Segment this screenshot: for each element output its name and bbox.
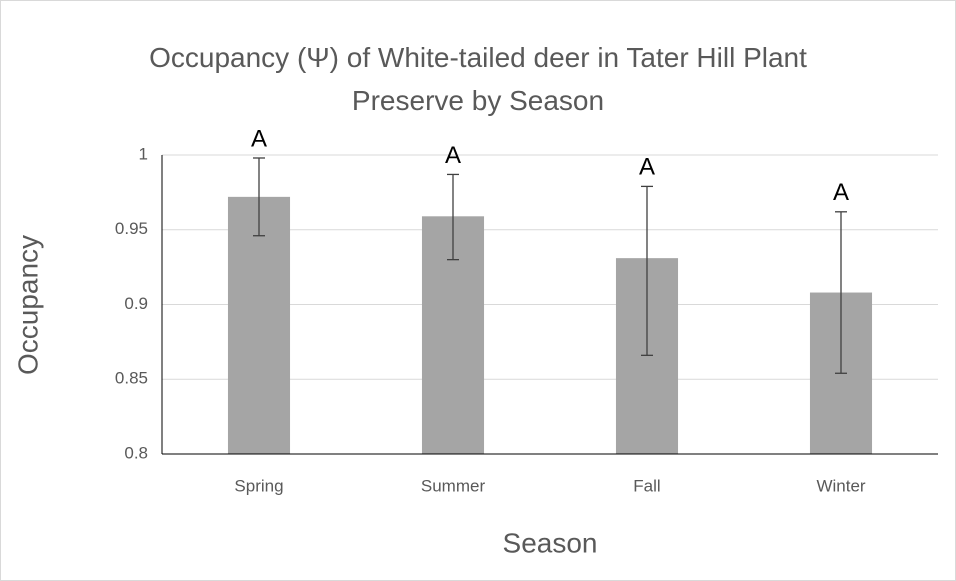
y-tick-label: 0.9 [124, 294, 148, 313]
bar [227, 196, 291, 455]
chart-title: Occupancy (Ψ) of White-tailed deer in Ta… [149, 42, 807, 116]
x-axis-label: Season [503, 527, 598, 558]
y-tick-label: 1 [139, 144, 148, 163]
y-tick-label: 0.85 [115, 369, 148, 388]
x-tick-label: Fall [633, 476, 660, 495]
y-axis-label: Occupancy [12, 235, 43, 375]
x-tick-label: Winter [816, 476, 865, 495]
annotation: A [251, 125, 267, 152]
x-tick-label: Spring [234, 476, 283, 495]
annotation: A [445, 142, 461, 169]
y-tick-label: 0.8 [124, 443, 148, 462]
annotation: A [639, 154, 655, 181]
annotation: A [833, 179, 849, 206]
x-tick-label: Summer [421, 476, 486, 495]
y-tick-label: 0.95 [115, 219, 148, 238]
